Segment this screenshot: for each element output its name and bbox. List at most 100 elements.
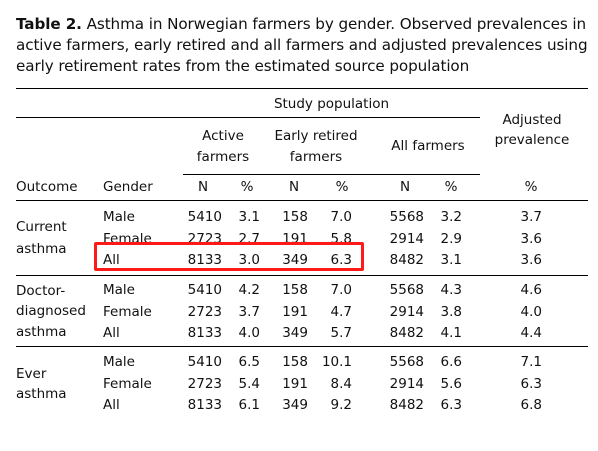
cell-a-p: 6.1 bbox=[238, 397, 260, 413]
cell-t-p: 6.6 bbox=[440, 354, 462, 370]
cell-gender: Male bbox=[103, 282, 135, 298]
cell-e-n: 349 bbox=[282, 397, 308, 413]
cell-a-n: 2723 bbox=[187, 375, 222, 392]
header-outcome: Outcome bbox=[16, 179, 78, 195]
cell-gender: Male bbox=[103, 354, 135, 370]
cell-t-p: 4.1 bbox=[440, 325, 462, 341]
header-early-line1: Early retired bbox=[274, 128, 358, 144]
cell-a-n: 8133 bbox=[187, 325, 222, 341]
rule-group-1 bbox=[16, 275, 588, 276]
cell-adj: 4.6 bbox=[520, 282, 542, 298]
outcome-label-line: Doctor- bbox=[16, 283, 66, 299]
cell-t-n: 8482 bbox=[389, 252, 424, 268]
header-early-line2: farmers bbox=[289, 149, 343, 165]
cell-e-n: 158 bbox=[282, 209, 308, 225]
cell-t-n: 5568 bbox=[389, 282, 424, 298]
cell-t-n: 2914 bbox=[389, 375, 424, 392]
header-active-line2: farmers bbox=[196, 149, 250, 165]
cell-e-n: 191 bbox=[282, 303, 308, 320]
outcome-label-line: asthma bbox=[16, 324, 67, 340]
cell-t-n: 8482 bbox=[389, 325, 424, 341]
rule-header-bottom bbox=[16, 200, 588, 201]
cell-e-n: 158 bbox=[282, 282, 308, 298]
cell-e-p: 7.0 bbox=[330, 209, 352, 225]
cell-e-n: 191 bbox=[282, 375, 308, 392]
cell-a-p: 6.5 bbox=[238, 354, 260, 370]
rule-group-2 bbox=[16, 346, 588, 347]
cell-a-p: 4.2 bbox=[238, 282, 260, 298]
caption-label: Table 2. bbox=[16, 15, 82, 33]
cell-adj: 3.7 bbox=[520, 209, 542, 225]
cell-t-n: 5568 bbox=[389, 354, 424, 370]
cell-t-n: 2914 bbox=[389, 303, 424, 320]
header-gender: Gender bbox=[103, 179, 153, 195]
cell-a-p: 3.0 bbox=[238, 252, 260, 268]
cell-a-p: 3.7 bbox=[238, 303, 260, 320]
outcome-label-line: Ever bbox=[16, 366, 47, 382]
header-adjusted-line1: Adjusted bbox=[502, 112, 562, 128]
header-all-farmers: All farmers bbox=[391, 138, 465, 154]
cell-e-p: 7.0 bbox=[330, 282, 352, 298]
rule-subheader bbox=[183, 174, 480, 175]
header-study-population: Study population bbox=[273, 96, 390, 112]
header-adjusted-pct: % bbox=[524, 179, 538, 195]
cell-e-n: 349 bbox=[282, 325, 308, 341]
header-active-line1: Active bbox=[202, 128, 244, 144]
cell-t-p: 5.6 bbox=[440, 375, 462, 392]
cell-a-n: 5410 bbox=[187, 354, 222, 370]
cell-a-p: 4.0 bbox=[238, 325, 260, 341]
cell-t-p: 3.2 bbox=[440, 209, 462, 225]
cell-e-p: 10.1 bbox=[321, 354, 352, 370]
rule-top bbox=[16, 88, 588, 89]
cell-gender: Female bbox=[103, 303, 152, 320]
header-active-pct: % bbox=[240, 179, 254, 195]
cell-adj: 3.6 bbox=[520, 252, 542, 268]
cell-t-p: 2.9 bbox=[440, 230, 462, 247]
header-adjusted-line2: prevalence bbox=[494, 132, 570, 148]
cell-t-p: 6.3 bbox=[440, 397, 462, 413]
outcome-label-line: asthma bbox=[16, 386, 67, 402]
outcome-label-line: asthma bbox=[16, 241, 67, 257]
cell-t-p: 3.1 bbox=[440, 252, 462, 268]
cell-gender: All bbox=[103, 397, 120, 413]
cell-a-n: 8133 bbox=[187, 252, 222, 268]
cell-a-p: 5.4 bbox=[238, 375, 260, 392]
cell-e-p: 5.7 bbox=[330, 325, 352, 341]
cell-a-p: 3.1 bbox=[238, 209, 260, 225]
cell-gender: All bbox=[103, 252, 120, 268]
cell-gender: Male bbox=[103, 209, 135, 225]
cell-t-n: 2914 bbox=[389, 230, 424, 247]
table-caption: Table 2. Asthma in Norwegian farmers by … bbox=[16, 14, 588, 77]
cell-adj: 6.3 bbox=[520, 375, 542, 392]
cell-a-n: 5410 bbox=[187, 209, 222, 225]
header-active-n: N bbox=[197, 179, 209, 195]
cell-adj: 4.0 bbox=[520, 303, 542, 320]
outcome-label-line: Current bbox=[16, 219, 67, 235]
cell-e-n: 349 bbox=[282, 252, 308, 268]
cell-gender: Female bbox=[103, 375, 152, 392]
cell-a-n: 2723 bbox=[187, 303, 222, 320]
header-early-pct: % bbox=[335, 179, 349, 195]
highlight-box bbox=[94, 242, 364, 271]
cell-adj: 4.4 bbox=[520, 325, 542, 341]
cell-e-p: 8.4 bbox=[330, 375, 352, 392]
caption-text: Asthma in Norwegian farmers by gender. O… bbox=[16, 15, 588, 75]
header-all-pct: % bbox=[444, 179, 458, 195]
cell-gender: All bbox=[103, 325, 120, 341]
cell-e-p: 9.2 bbox=[330, 397, 352, 413]
rule-study-population bbox=[16, 117, 480, 118]
cell-adj: 6.8 bbox=[520, 397, 542, 413]
cell-a-n: 8133 bbox=[187, 397, 222, 413]
header-all-n: N bbox=[399, 179, 411, 195]
cell-t-n: 5568 bbox=[389, 209, 424, 225]
cell-e-p: 6.3 bbox=[330, 252, 352, 268]
cell-e-p: 4.7 bbox=[330, 303, 352, 320]
cell-adj: 3.6 bbox=[520, 230, 542, 247]
cell-a-n: 5410 bbox=[187, 282, 222, 298]
cell-adj: 7.1 bbox=[520, 354, 542, 370]
cell-e-n: 158 bbox=[282, 354, 308, 370]
cell-t-p: 4.3 bbox=[440, 282, 462, 298]
cell-t-n: 8482 bbox=[389, 397, 424, 413]
outcome-label-line: diagnosed bbox=[16, 303, 86, 319]
header-early-n: N bbox=[288, 179, 300, 195]
